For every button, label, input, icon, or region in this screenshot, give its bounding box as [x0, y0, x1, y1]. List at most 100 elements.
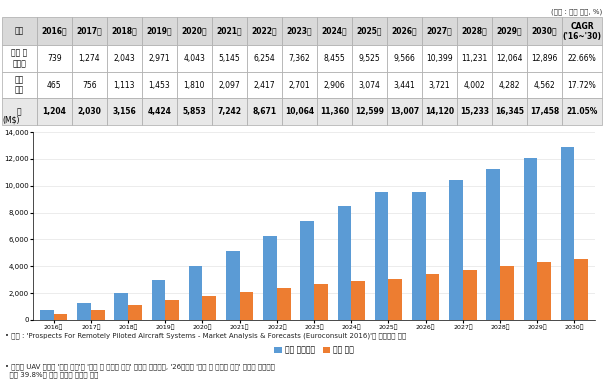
Text: 2030년: 2030년: [532, 27, 557, 36]
Bar: [300, 221, 314, 320]
Text: 2018년: 2018년: [111, 27, 137, 36]
Text: 11,231: 11,231: [461, 54, 487, 63]
Text: 465: 465: [47, 80, 62, 89]
Bar: [37, 17, 72, 45]
Bar: [492, 72, 527, 98]
Bar: [387, 17, 422, 45]
Text: 5,853: 5,853: [182, 107, 206, 116]
Bar: [562, 17, 602, 45]
Text: 계: 계: [17, 107, 22, 116]
Bar: [314, 284, 328, 320]
Text: 21.05%: 21.05%: [567, 107, 598, 116]
Bar: [2, 17, 37, 45]
Bar: [387, 45, 422, 72]
Bar: [91, 310, 104, 320]
Bar: [282, 98, 317, 125]
Bar: [524, 158, 538, 320]
Bar: [107, 72, 142, 98]
Text: • 상언용 UAV 시장은 '기체 제작'과 '운용 및 서비스 활용' 분야로 구분되며, '26년까지 '운용 및 서비스 활용' 시장이 연평균성
  장: • 상언용 UAV 시장은 '기체 제작'과 '운용 및 서비스 활용' 분야로…: [5, 363, 275, 377]
Bar: [422, 98, 457, 125]
Text: 3,441: 3,441: [393, 80, 415, 89]
Text: 2,030: 2,030: [77, 107, 101, 116]
Bar: [37, 45, 72, 72]
Bar: [107, 98, 142, 125]
Bar: [457, 98, 492, 125]
Bar: [527, 72, 562, 98]
Bar: [317, 45, 352, 72]
Bar: [527, 98, 562, 125]
Bar: [457, 17, 492, 45]
Bar: [352, 45, 387, 72]
Bar: [317, 17, 352, 45]
Text: 8,671: 8,671: [252, 107, 277, 116]
Text: 2017년: 2017년: [77, 27, 102, 36]
Bar: [212, 98, 247, 125]
Bar: [142, 45, 177, 72]
Bar: [165, 301, 179, 320]
Bar: [457, 72, 492, 98]
Bar: [177, 17, 212, 45]
Text: 3,156: 3,156: [112, 107, 136, 116]
Bar: [247, 17, 282, 45]
Bar: [142, 17, 177, 45]
Bar: [352, 98, 387, 125]
Bar: [282, 45, 317, 72]
Bar: [40, 310, 54, 320]
Text: 2028년: 2028년: [461, 27, 487, 36]
Bar: [538, 263, 551, 320]
Text: 2,971: 2,971: [149, 54, 170, 63]
Bar: [412, 192, 426, 320]
Bar: [128, 305, 142, 320]
Bar: [387, 72, 422, 98]
Text: 2,701: 2,701: [289, 80, 310, 89]
Legend: 운용 및서비스, 기체 제작: 운용 및서비스, 기체 제작: [271, 343, 357, 358]
Text: (단위 : 백만 달러, %): (단위 : 백만 달러, %): [551, 8, 602, 15]
Text: 4,424: 4,424: [147, 107, 172, 116]
Bar: [282, 17, 317, 45]
Bar: [152, 280, 165, 320]
Text: 756: 756: [82, 80, 97, 89]
Bar: [561, 147, 574, 320]
Bar: [486, 169, 500, 320]
Text: 8,455: 8,455: [323, 54, 345, 63]
Text: 3,721: 3,721: [428, 80, 450, 89]
Text: 4,043: 4,043: [184, 54, 205, 63]
Bar: [177, 98, 212, 125]
Text: 739: 739: [47, 54, 62, 63]
Bar: [142, 72, 177, 98]
Bar: [422, 17, 457, 45]
Bar: [2, 45, 37, 72]
Text: 11,360: 11,360: [320, 107, 349, 116]
Text: 2021년: 2021년: [216, 27, 242, 36]
Text: 12,064: 12,064: [496, 54, 522, 63]
Bar: [388, 279, 402, 320]
Text: 15,233: 15,233: [460, 107, 489, 116]
Bar: [247, 45, 282, 72]
Text: 1,810: 1,810: [184, 80, 205, 89]
Bar: [107, 17, 142, 45]
Bar: [142, 98, 177, 125]
Text: 7,362: 7,362: [289, 54, 310, 63]
Bar: [54, 314, 68, 320]
Text: 17.72%: 17.72%: [568, 80, 596, 89]
Bar: [422, 72, 457, 98]
Text: 2,417: 2,417: [254, 80, 275, 89]
Text: 17,458: 17,458: [530, 107, 559, 116]
Bar: [247, 98, 282, 125]
Text: 2024년: 2024년: [321, 27, 347, 36]
Text: 5,145: 5,145: [219, 54, 240, 63]
Bar: [492, 17, 527, 45]
Bar: [2, 72, 37, 98]
Text: (M$): (M$): [2, 116, 20, 125]
Bar: [527, 17, 562, 45]
Bar: [114, 292, 128, 320]
Bar: [212, 17, 247, 45]
Bar: [562, 72, 602, 98]
Text: 3,074: 3,074: [358, 80, 381, 89]
Text: 12,896: 12,896: [531, 54, 557, 63]
Bar: [226, 251, 240, 320]
Bar: [338, 207, 352, 320]
Text: 2016년: 2016년: [42, 27, 67, 36]
Text: 2,097: 2,097: [219, 80, 240, 89]
Text: 2019년: 2019년: [147, 27, 172, 36]
